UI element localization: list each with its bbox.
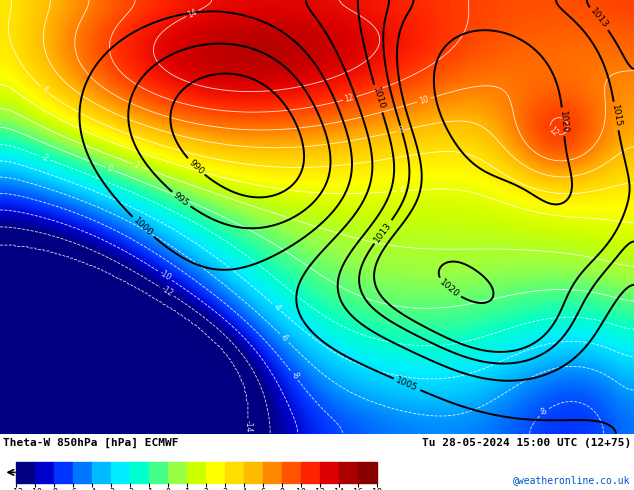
Text: 8: 8 [398,125,404,135]
Text: -8: -8 [288,370,301,381]
Text: 2: 2 [133,160,141,171]
Text: 1020: 1020 [437,278,461,299]
Bar [301,462,320,483]
Bar [35,462,54,483]
Text: 14: 14 [186,7,198,20]
Text: 12: 12 [344,93,355,104]
Text: 1000: 1000 [131,216,155,238]
Bar [168,462,187,483]
Bar [16,462,35,483]
Bar [320,462,339,483]
Bar [187,462,206,483]
Bar [111,462,130,483]
Bar [244,462,263,483]
Bar [225,462,244,483]
Bar [206,462,225,483]
Text: @weatheronline.co.uk: @weatheronline.co.uk [514,475,631,486]
Bar [92,462,111,483]
Text: 6: 6 [40,85,49,95]
Bar [282,462,301,483]
Text: 990: 990 [186,158,205,176]
Bar [54,462,73,483]
Text: 0: 0 [106,164,113,174]
Bar [149,462,168,483]
Text: Tu 28-05-2024 15:00 UTC (12+75): Tu 28-05-2024 15:00 UTC (12+75) [422,438,631,448]
Text: 1015: 1015 [610,104,623,128]
Text: -12: -12 [159,285,174,299]
Text: -6: -6 [278,332,290,344]
Text: Theta-W 850hPa [hPa] ECMWF: Theta-W 850hPa [hPa] ECMWF [3,438,179,448]
Text: 4: 4 [399,186,404,196]
Bar [263,462,282,483]
Bar [130,462,149,483]
Text: -2: -2 [40,152,50,164]
Text: -4: -4 [271,301,283,314]
Text: 12: 12 [547,125,559,138]
Bar [358,462,377,483]
Text: 1005: 1005 [394,376,419,393]
Text: 1010: 1010 [371,86,385,111]
Text: 1013: 1013 [372,220,394,244]
Text: 10: 10 [418,95,430,106]
Text: -14: -14 [243,420,252,433]
Text: 1020: 1020 [558,110,569,134]
Text: 1013: 1013 [588,7,610,30]
Text: -10: -10 [158,269,173,283]
Text: 995: 995 [172,191,191,208]
Bar [73,462,92,483]
Text: -8: -8 [539,406,550,418]
Bar [339,462,358,483]
